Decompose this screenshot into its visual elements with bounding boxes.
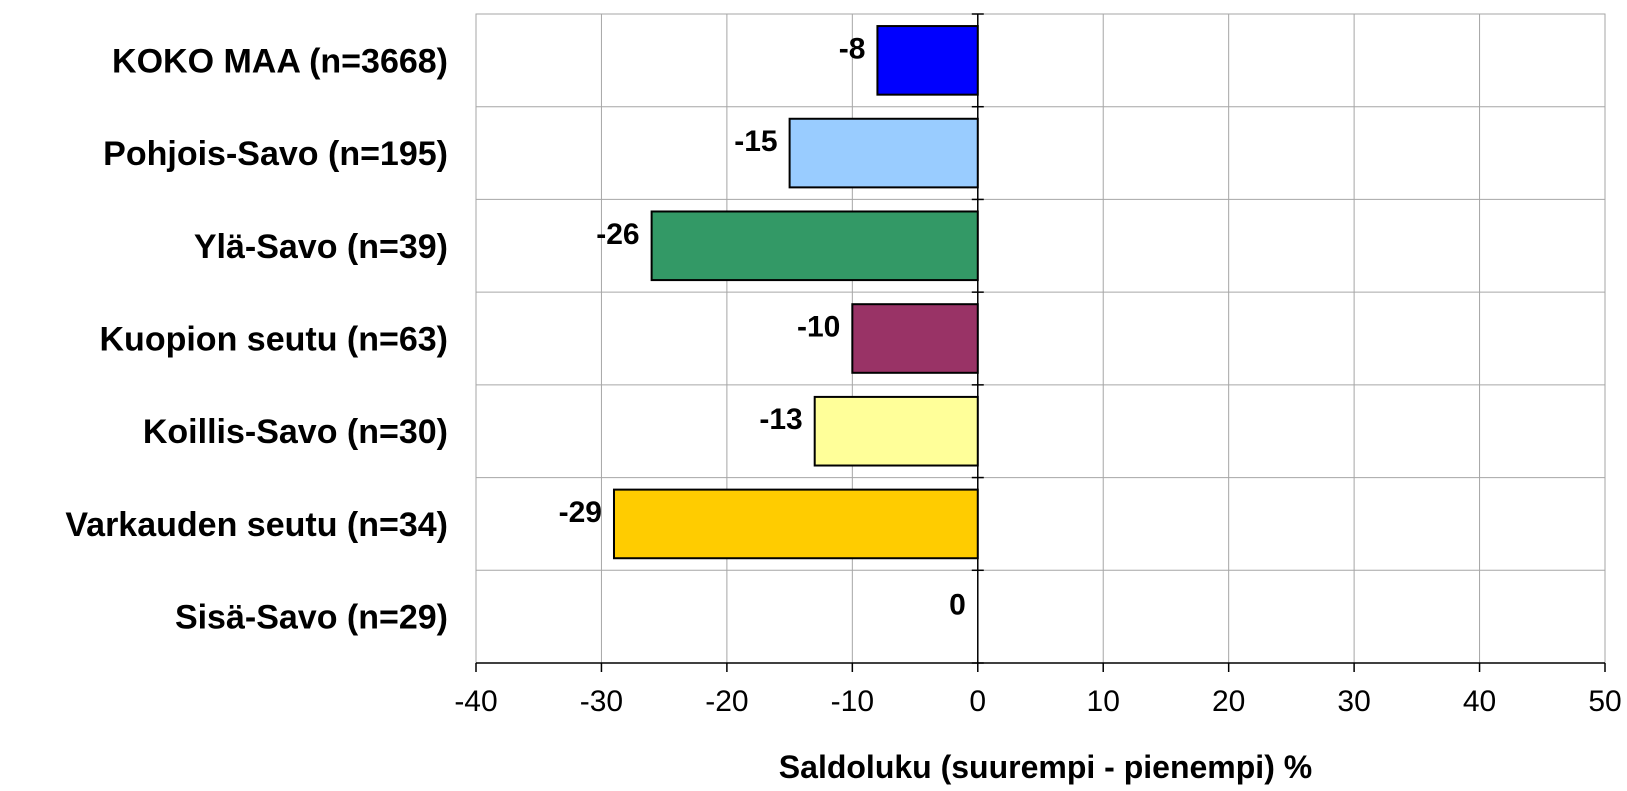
category-labels: KOKO MAA (n=3668) Pohjois-Savo (n=195) Ylä… — [65, 42, 448, 636]
x-tick-label: 10 — [1087, 685, 1120, 718]
category-label: Kuopion seutu (n=63) — [100, 321, 449, 359]
data-label: -29 — [559, 496, 602, 529]
x-tick-label: -30 — [580, 685, 623, 718]
bar — [650, 210, 979, 282]
category-label: KOKO MAA (n=3668) — [112, 42, 448, 80]
data-label: -13 — [759, 403, 802, 436]
bar — [788, 117, 979, 189]
bar — [851, 303, 979, 374]
x-tick-label: 0 — [969, 685, 986, 718]
data-label: -15 — [734, 125, 777, 158]
category-label: Pohjois-Savo (n=195) — [103, 135, 448, 173]
bars — [612, 25, 979, 560]
category-label: Sisä-Savo (n=29) — [175, 599, 448, 637]
data-label: -26 — [596, 218, 639, 251]
axes — [475, 13, 1606, 672]
plot-border — [475, 13, 1606, 664]
data-label: -10 — [797, 311, 840, 344]
category-label: Koillis-Savo (n=30) — [143, 413, 448, 451]
x-tick-label: 30 — [1337, 685, 1370, 718]
x-tick-labels: -40 -30 -20 -10 0 10 20 30 40 50 — [454, 685, 1621, 718]
data-label: 0 — [949, 589, 966, 622]
x-tick-label: -20 — [705, 685, 748, 718]
x-tick-label: 50 — [1588, 685, 1621, 718]
x-tick-label: 40 — [1463, 685, 1496, 718]
data-label: -8 — [839, 32, 866, 65]
data-labels: -8 -15 -26 -10 -13 -29 0 — [559, 32, 966, 621]
x-axis-title: Saldoluku (suurempi - pienempi) % — [779, 749, 1312, 785]
bar — [813, 395, 979, 467]
bar — [612, 488, 979, 560]
bar — [876, 25, 979, 96]
category-label: Ylä-Savo (n=39) — [194, 228, 448, 266]
category-label: Varkauden seutu (n=34) — [65, 506, 448, 544]
x-tick-label: -10 — [831, 685, 874, 718]
grid-lines — [475, 13, 1606, 664]
x-tick-label: 20 — [1212, 685, 1245, 718]
x-tick-label: -40 — [454, 685, 497, 718]
